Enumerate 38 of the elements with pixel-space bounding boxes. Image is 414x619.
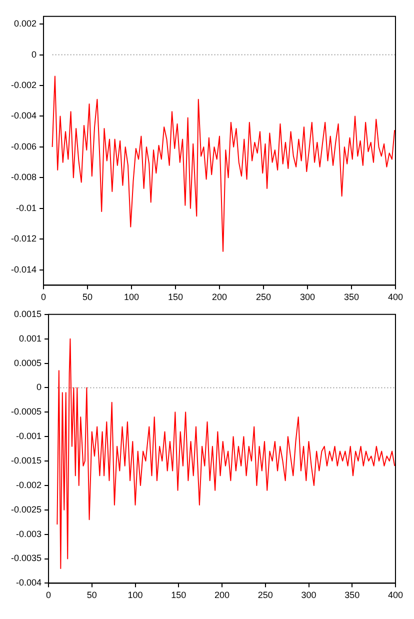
y-tick-label: -0.002 [10,80,37,90]
y-tick-label: -0.0005 [10,406,42,417]
y-tick-label: 0.0005 [14,358,42,368]
y-tick-label: -0.003 [16,528,42,539]
y-tick-label: -0.004 [10,110,37,121]
x-tick-label: 0 [46,590,52,600]
y-tick-label: -0.01 [16,202,37,213]
x-tick-label: 100 [124,292,140,302]
x-tick-label: 150 [171,590,186,600]
x-tick-label: 300 [300,292,316,302]
y-tick-label: 0.0015 [14,308,42,319]
x-tick-label: 100 [128,590,143,600]
y-tick-label: -0.004 [16,578,42,588]
x-tick-label: 300 [301,590,316,600]
x-tick-label: 400 [388,292,404,302]
y-tick-label: -0.0015 [10,456,42,466]
y-tick-label: -0.006 [10,141,37,152]
x-tick-label: 250 [258,590,273,600]
y-tick-label: -0.012 [10,234,37,244]
x-tick-label: 250 [256,292,272,302]
y-tick-label: -0.001 [16,431,42,442]
y-tick-label: 0 [32,49,37,60]
y-tick-label: -0.0025 [10,504,42,514]
x-tick-label: 200 [214,590,230,600]
y-tick-label: 0.001 [18,333,42,344]
x-tick-label: 50 [86,590,97,600]
y-tick-label: -0.0035 [10,553,42,564]
x-tick-label: 350 [344,292,360,302]
y-tick-label: 0 [36,382,42,392]
x-tick-label: 350 [344,590,360,600]
y-tick-label: -0.014 [10,264,37,274]
y-tick-label: 0.002 [14,18,37,29]
x-tick-label: 50 [82,292,93,302]
y-tick-label: -0.002 [16,480,42,490]
x-tick-label: 150 [168,292,184,302]
x-tick-label: 400 [388,590,404,600]
x-tick-label: 200 [212,292,228,302]
y-tick-label: -0.008 [10,172,37,182]
